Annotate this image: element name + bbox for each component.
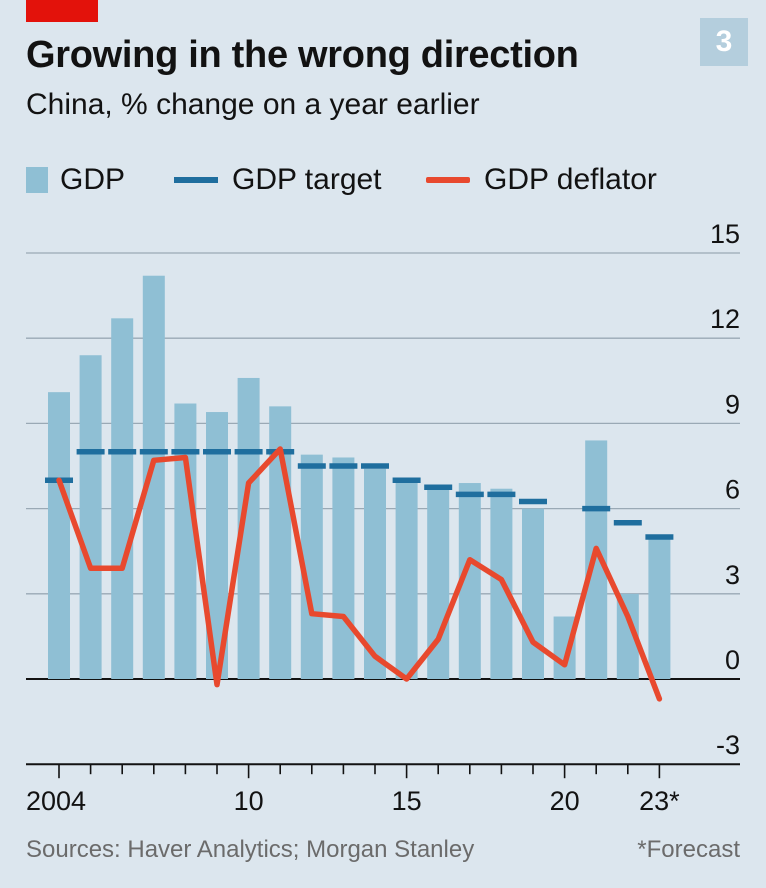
gdp-bar — [395, 480, 418, 679]
legend: GDP GDP target GDP deflator — [26, 162, 726, 198]
x-tick-label: 20 — [550, 786, 580, 816]
legend-swatch-gdp — [26, 167, 48, 193]
gdp-bar — [332, 457, 355, 679]
gdp-bar — [142, 275, 165, 679]
x-tick-label: 15 — [392, 786, 422, 816]
gdp-bar — [79, 355, 102, 679]
x-tick-label: 23* — [639, 786, 680, 816]
x-tick-label: 10 — [234, 786, 264, 816]
chart-number-badge: 3 — [700, 18, 748, 66]
gdp-bar — [522, 508, 544, 679]
gdp-bar — [585, 440, 608, 679]
legend-item-gdp-target: GDP target — [174, 162, 382, 198]
y-tick-label: 0 — [725, 645, 740, 675]
legend-label-gdp: GDP — [60, 163, 126, 196]
gdp-bar — [458, 483, 481, 679]
gdp-bar — [648, 537, 671, 679]
gdp-bar — [206, 412, 228, 679]
gdp-deflator-line — [56, 446, 663, 702]
source-note: Sources: Haver Analytics; Morgan Stanley — [26, 836, 475, 863]
y-tick-label: 15 — [710, 219, 740, 249]
gdp-bar — [111, 318, 134, 679]
y-tick-label: 9 — [725, 389, 740, 419]
y-tick-label: 3 — [725, 560, 740, 590]
forecast-footnote: *Forecast — [637, 836, 740, 863]
gdp-bar — [48, 392, 70, 679]
legend-item-gdp-deflator: GDP deflator — [426, 162, 657, 198]
chart-plot-area: 15 12 9 6 3 0 -3 2004 10 15 20 23* — [26, 219, 740, 816]
brand-red-tab — [26, 0, 98, 22]
gdp-bar — [616, 593, 639, 679]
y-tick-label: 12 — [710, 304, 740, 334]
gdp-bar — [364, 468, 386, 679]
legend-item-gdp: GDP — [26, 162, 125, 198]
gdp-bar — [174, 403, 197, 679]
legend-label-gdp-target: GDP target — [232, 163, 382, 196]
legend-label-gdp-deflator: GDP deflator — [484, 163, 657, 196]
gdp-bar — [300, 454, 323, 679]
legend-swatch-gdp-deflator — [426, 177, 470, 183]
y-tick-label: -3 — [716, 730, 740, 760]
y-tick-label: 6 — [725, 475, 740, 505]
legend-swatch-gdp-target — [174, 177, 218, 183]
x-tick-label: 2004 — [26, 786, 86, 816]
chart-subtitle: China, % change on a year earlier — [26, 88, 480, 121]
gdp-bar — [553, 616, 576, 679]
chart-title: Growing in the wrong direction — [26, 34, 579, 76]
